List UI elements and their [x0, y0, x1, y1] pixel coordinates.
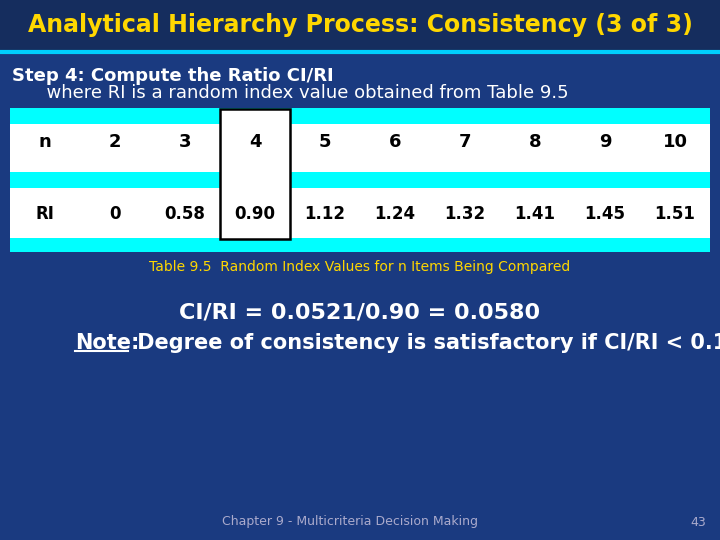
Text: RI: RI — [35, 205, 55, 223]
Bar — [10, 238, 710, 252]
Text: 10: 10 — [662, 133, 688, 151]
Text: 7: 7 — [459, 133, 472, 151]
Text: 8: 8 — [528, 133, 541, 151]
Bar — [10, 108, 710, 252]
Text: 6: 6 — [389, 133, 401, 151]
Text: 0.58: 0.58 — [165, 205, 205, 223]
Text: Chapter 9 - Multicriteria Decision Making: Chapter 9 - Multicriteria Decision Makin… — [222, 516, 478, 529]
Text: Note:: Note: — [75, 333, 140, 353]
Bar — [220, 109, 290, 239]
Text: Degree of consistency is satisfactory if CI/RI < 0.10: Degree of consistency is satisfactory if… — [130, 333, 720, 353]
Bar — [10, 172, 710, 188]
Bar — [10, 108, 710, 124]
Text: n: n — [39, 133, 51, 151]
Text: 2: 2 — [109, 133, 121, 151]
Text: 1.51: 1.51 — [654, 205, 696, 223]
Text: Table 9.5  Random Index Values for n Items Being Compared: Table 9.5 Random Index Values for n Item… — [149, 260, 571, 274]
Text: CI/RI = 0.0521/0.90 = 0.0580: CI/RI = 0.0521/0.90 = 0.0580 — [179, 302, 541, 322]
Text: Analytical Hierarchy Process: Consistency (3 of 3): Analytical Hierarchy Process: Consistenc… — [27, 13, 693, 37]
Text: 5: 5 — [319, 133, 331, 151]
Text: 3: 3 — [179, 133, 192, 151]
Text: Step 4: Compute the Ratio CI/RI: Step 4: Compute the Ratio CI/RI — [12, 67, 333, 85]
Text: 1.12: 1.12 — [305, 205, 346, 223]
Text: 0.90: 0.90 — [235, 205, 276, 223]
Text: where RI is a random index value obtained from Table 9.5: where RI is a random index value obtaine… — [12, 84, 569, 102]
Text: 4: 4 — [248, 133, 261, 151]
Text: 43: 43 — [690, 516, 706, 529]
Text: 9: 9 — [599, 133, 611, 151]
Text: 1.32: 1.32 — [444, 205, 485, 223]
Text: 1.45: 1.45 — [585, 205, 626, 223]
Bar — [0, 0, 720, 50]
Text: 0: 0 — [109, 205, 121, 223]
Text: 1.24: 1.24 — [374, 205, 415, 223]
Text: 1.41: 1.41 — [515, 205, 556, 223]
